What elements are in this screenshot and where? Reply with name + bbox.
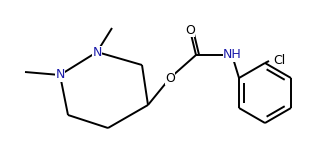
Text: O: O (185, 24, 195, 36)
Text: O: O (165, 72, 175, 84)
Text: N: N (92, 45, 102, 58)
Text: Cl: Cl (273, 54, 285, 68)
Text: NH: NH (223, 48, 241, 62)
Text: N: N (55, 69, 65, 81)
